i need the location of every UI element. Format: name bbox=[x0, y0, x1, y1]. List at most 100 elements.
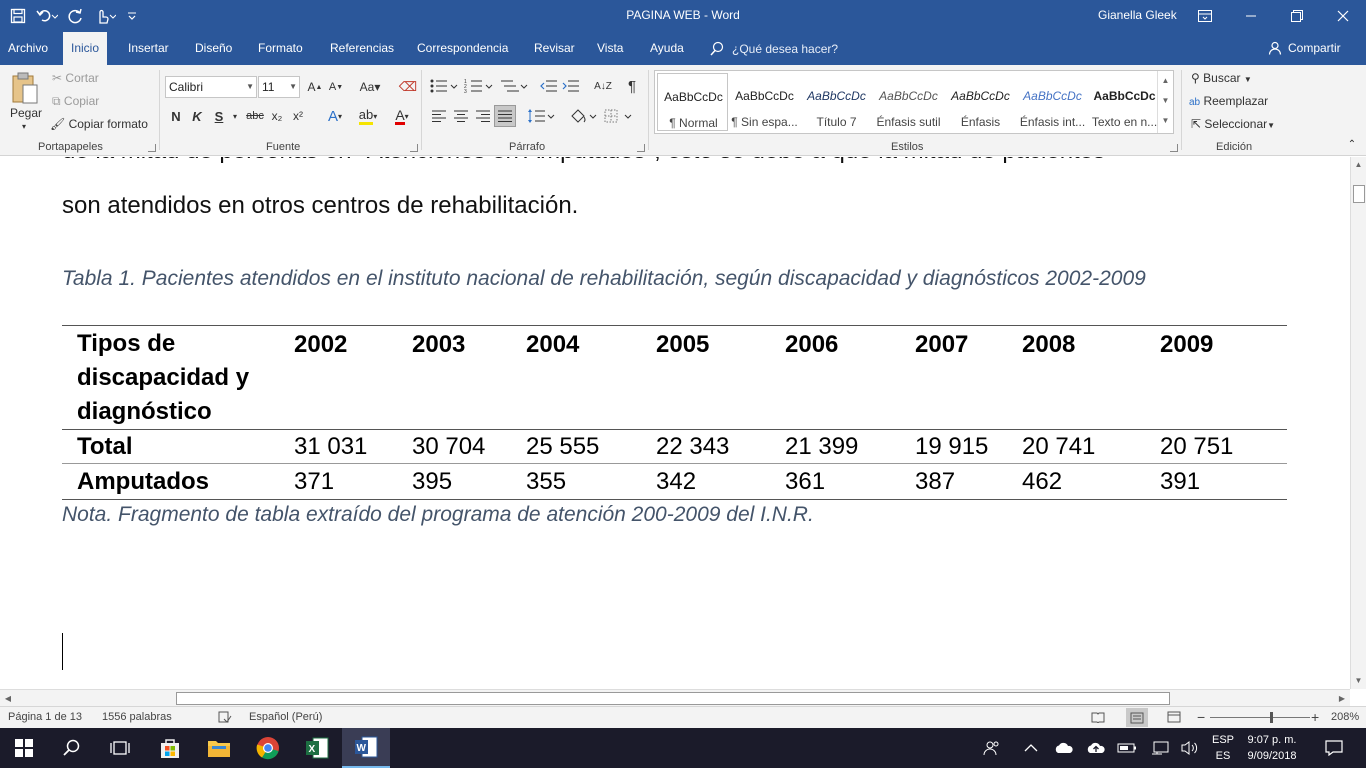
style-sin-espaciado[interactable]: AaBbCcDc ¶ Sin espa... bbox=[729, 73, 800, 131]
language-indicator[interactable]: Español (Perú) bbox=[249, 711, 323, 723]
style-titulo-7[interactable]: AaBbCcDc Título 7 bbox=[801, 73, 872, 131]
bold-button[interactable]: N bbox=[171, 108, 181, 124]
tab-diseno[interactable]: Diseño bbox=[195, 41, 233, 55]
page-indicator[interactable]: Página 1 de 13 bbox=[8, 711, 83, 723]
store-icon[interactable] bbox=[146, 728, 194, 768]
web-layout-icon[interactable] bbox=[1167, 711, 1181, 726]
scroll-left-icon[interactable]: ◀ bbox=[4, 694, 12, 703]
sort-icon[interactable]: A↓Z bbox=[594, 80, 612, 92]
grow-font-icon[interactable]: A ▲ bbox=[307, 80, 323, 94]
share-button[interactable]: Compartir bbox=[1268, 41, 1341, 55]
strikethrough-button[interactable]: abc bbox=[246, 110, 264, 122]
style-enfasis[interactable]: AaBbCcDc Énfasis bbox=[945, 73, 1016, 131]
font-launcher-icon[interactable] bbox=[410, 144, 418, 152]
italic-button[interactable]: K bbox=[192, 108, 202, 124]
font-size-select[interactable]: 11 ▼ bbox=[258, 76, 300, 98]
tab-ayuda[interactable]: Ayuda bbox=[650, 41, 684, 55]
cut-button[interactable]: ✂ Cortar bbox=[52, 71, 99, 85]
scroll-right-icon[interactable]: ▶ bbox=[1338, 694, 1346, 703]
styles-launcher-icon[interactable] bbox=[1170, 144, 1178, 152]
print-layout-icon[interactable] bbox=[1126, 708, 1148, 727]
close-icon[interactable] bbox=[1320, 0, 1366, 32]
collapse-ribbon-icon[interactable]: ⌃ bbox=[1347, 138, 1357, 150]
volume-icon[interactable] bbox=[1178, 728, 1202, 768]
tab-insertar[interactable]: Insertar bbox=[128, 41, 169, 55]
tab-formato[interactable]: Formato bbox=[258, 41, 303, 55]
user-name[interactable]: Gianella Gleek bbox=[1098, 8, 1177, 22]
paste-label[interactable]: Pegar bbox=[10, 106, 43, 120]
underline-button[interactable]: S bbox=[214, 108, 224, 124]
clipboard-launcher-icon[interactable] bbox=[148, 144, 156, 152]
align-left-icon[interactable] bbox=[429, 106, 449, 126]
input-language[interactable]: ESP ES bbox=[1208, 732, 1238, 764]
select-button[interactable]: ⇱ Seleccionar▼ bbox=[1191, 117, 1275, 131]
horizontal-scrollbar[interactable]: ◀ ▶ bbox=[0, 689, 1350, 706]
paste-icon[interactable] bbox=[8, 70, 42, 106]
show-formatting-marks-icon[interactable]: ¶ bbox=[627, 77, 637, 95]
paragraph-launcher-icon[interactable] bbox=[637, 144, 645, 152]
highlight-color-icon[interactable]: ab ▾ bbox=[352, 106, 384, 126]
vertical-scrollbar[interactable]: ▲ ▼ bbox=[1350, 157, 1366, 689]
text-effects-icon[interactable]: A ▾ bbox=[327, 107, 343, 125]
horizontal-scroll-thumb[interactable] bbox=[176, 692, 1170, 705]
zoom-slider-thumb[interactable] bbox=[1270, 712, 1273, 723]
multilevel-list-icon[interactable] bbox=[498, 76, 530, 96]
scroll-up-icon[interactable]: ▲ bbox=[1354, 160, 1363, 169]
find-button[interactable]: ⚲ Buscar ▼ bbox=[1191, 71, 1252, 85]
ribbon-display-options-icon[interactable] bbox=[1182, 0, 1228, 32]
style-enfasis-sutil[interactable]: AaBbCcDc Énfasis sutil bbox=[873, 73, 944, 131]
shading-icon[interactable] bbox=[567, 106, 599, 126]
excel-icon[interactable]: X bbox=[293, 728, 341, 768]
undo-icon[interactable] bbox=[36, 6, 58, 26]
decrease-indent-icon[interactable] bbox=[539, 76, 559, 96]
tab-archivo[interactable]: Archivo bbox=[8, 41, 49, 55]
clear-formatting-icon[interactable]: ⌫ bbox=[398, 79, 418, 94]
onedrive-icon[interactable] bbox=[1052, 728, 1076, 768]
read-mode-icon[interactable] bbox=[1091, 711, 1105, 726]
change-case-icon[interactable]: Aa▾ bbox=[359, 80, 381, 94]
task-view-icon[interactable] bbox=[96, 728, 144, 768]
superscript-button[interactable]: x² bbox=[293, 109, 303, 123]
tab-vista[interactable]: Vista bbox=[597, 41, 624, 55]
tab-revisar[interactable]: Revisar bbox=[534, 41, 575, 55]
borders-icon[interactable] bbox=[602, 106, 634, 126]
customize-qat-icon[interactable] bbox=[126, 6, 138, 26]
style-enfasis-intenso[interactable]: AaBbCcDc Énfasis int... bbox=[1017, 73, 1088, 131]
bullets-icon[interactable] bbox=[428, 76, 460, 96]
increase-indent-icon[interactable] bbox=[561, 76, 581, 96]
redo-icon[interactable] bbox=[68, 6, 84, 26]
restore-icon[interactable] bbox=[1274, 0, 1320, 32]
zoom-out-icon[interactable]: − bbox=[1197, 709, 1206, 725]
font-name-select[interactable]: Calibri ▼ bbox=[165, 76, 257, 98]
tab-inicio[interactable]: Inicio bbox=[63, 32, 108, 65]
paste-dropdown-icon[interactable]: ▾ bbox=[22, 122, 27, 131]
tell-me-box[interactable]: ¿Qué desea hacer? bbox=[710, 41, 838, 57]
battery-icon[interactable] bbox=[1115, 728, 1139, 768]
subscript-button[interactable]: x₂ bbox=[271, 109, 283, 123]
format-painter-button[interactable]: 🖌 Copiar formato bbox=[50, 117, 148, 131]
chevron-up-icon[interactable] bbox=[1019, 728, 1043, 768]
underline-dropdown-icon[interactable]: ▾ bbox=[232, 111, 237, 121]
zoom-level[interactable]: 208% bbox=[1331, 711, 1360, 723]
justify-icon[interactable] bbox=[494, 105, 516, 127]
minimize-icon[interactable] bbox=[1228, 0, 1274, 32]
zoom-in-icon[interactable]: + bbox=[1311, 709, 1320, 725]
word-count[interactable]: 1556 palabras bbox=[102, 711, 172, 723]
style-texto-en-negrita[interactable]: AaBbCcDc Texto en n... bbox=[1089, 73, 1160, 131]
font-color-icon[interactable]: A ▾ bbox=[395, 106, 409, 125]
document-page[interactable]: de la mitad de personas en "Atenciones e… bbox=[0, 157, 1350, 689]
tab-correspondencia[interactable]: Correspondencia bbox=[417, 41, 509, 55]
network-icon[interactable] bbox=[1148, 728, 1172, 768]
vertical-scroll-thumb[interactable] bbox=[1353, 185, 1365, 203]
system-clock[interactable]: 9:07 p. m. 9/09/2018 bbox=[1240, 732, 1304, 764]
chrome-icon[interactable] bbox=[244, 728, 292, 768]
style-normal[interactable]: AaBbCcDc ¶ Normal bbox=[657, 73, 728, 131]
people-icon[interactable] bbox=[980, 728, 1004, 768]
search-icon[interactable] bbox=[48, 728, 96, 768]
tab-referencias[interactable]: Referencias bbox=[330, 41, 395, 55]
copy-button[interactable]: ⧉ Copiar bbox=[52, 94, 99, 109]
word-taskbar-icon[interactable]: W bbox=[342, 728, 390, 768]
align-right-icon[interactable] bbox=[473, 106, 493, 126]
shrink-font-icon[interactable]: A ▼ bbox=[328, 81, 344, 93]
